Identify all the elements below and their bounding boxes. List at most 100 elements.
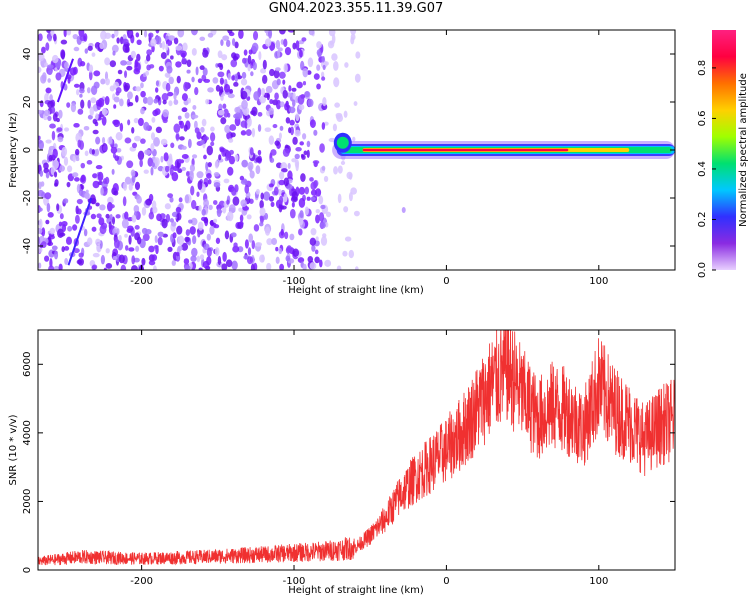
noise-point	[306, 149, 310, 158]
noise-point	[304, 206, 309, 216]
noise-point	[88, 64, 94, 73]
noise-point	[302, 133, 307, 140]
noise-point	[258, 51, 262, 61]
noise-point	[287, 162, 291, 170]
noise-point	[241, 71, 247, 79]
noise-point	[344, 62, 349, 68]
noise-point	[124, 70, 128, 78]
noise-point	[186, 59, 192, 68]
noise-point	[324, 222, 329, 228]
noise-point	[213, 224, 220, 229]
x-tick-label: 0	[443, 276, 449, 287]
noise-point	[231, 75, 236, 81]
noise-point	[283, 193, 288, 203]
noise-point	[47, 36, 52, 42]
noise-point	[297, 94, 305, 105]
noise-point	[173, 37, 179, 45]
noise-point	[292, 248, 300, 257]
x-tick-label: -200	[130, 576, 153, 587]
noise-point	[220, 39, 224, 46]
noise-point	[259, 214, 264, 224]
noise-point	[151, 117, 156, 123]
noise-point	[274, 92, 279, 100]
noise-point	[316, 64, 321, 71]
noise-point	[189, 226, 196, 235]
noise-point	[355, 51, 361, 59]
noise-point	[46, 30, 52, 34]
noise-point	[197, 78, 203, 84]
noise-point	[255, 157, 262, 163]
noise-point	[100, 78, 106, 85]
noise-point	[116, 37, 120, 44]
noise-point	[219, 64, 224, 71]
noise-point	[77, 139, 82, 148]
noise-point	[101, 116, 107, 126]
noise-point	[170, 142, 175, 149]
noise-point	[249, 170, 255, 179]
noise-point	[251, 240, 256, 250]
noise-point	[172, 232, 177, 239]
noise-point	[304, 91, 310, 98]
noise-point	[72, 155, 76, 163]
noise-point	[289, 208, 296, 219]
noise-point	[134, 225, 140, 230]
noise-point	[278, 132, 282, 140]
noise-point	[101, 108, 109, 115]
noise-point	[206, 145, 214, 156]
noise-point	[122, 43, 130, 53]
noise-point	[218, 154, 222, 161]
noise-point	[176, 225, 183, 235]
noise-point	[227, 93, 235, 99]
spectrogram-signal-trace	[332, 132, 675, 213]
snr-x-axis-label: Height of straight line (km)	[288, 585, 424, 596]
noise-point	[190, 217, 198, 226]
noise-point	[115, 214, 121, 219]
noise-point	[301, 154, 306, 160]
noise-point	[199, 36, 206, 41]
noise-point	[92, 129, 99, 135]
noise-point	[246, 256, 254, 265]
noise-point	[62, 198, 69, 204]
noise-point	[315, 236, 319, 241]
noise-point	[144, 149, 152, 156]
noise-point	[252, 61, 257, 71]
noise-point	[59, 213, 64, 220]
noise-point	[202, 49, 209, 58]
noise-point	[248, 117, 252, 127]
noise-point	[44, 255, 50, 262]
snr-plot-area	[38, 330, 675, 570]
noise-point	[172, 165, 179, 172]
noise-point	[191, 114, 199, 119]
noise-point	[250, 71, 254, 77]
noise-point	[104, 96, 110, 106]
noise-point	[178, 158, 182, 164]
noise-point	[60, 50, 66, 60]
noise-point	[175, 133, 180, 140]
noise-point	[90, 213, 97, 220]
noise-point	[119, 98, 124, 107]
noise-point	[135, 94, 139, 103]
noise-point	[138, 117, 144, 127]
noise-point	[80, 99, 85, 109]
noise-point	[236, 106, 241, 114]
noise-point	[291, 201, 295, 208]
noise-point	[74, 177, 80, 182]
noise-point	[173, 99, 179, 105]
noise-point	[113, 96, 120, 103]
noise-point	[41, 227, 46, 237]
noise-point	[214, 160, 219, 169]
noise-point	[135, 32, 140, 38]
noise-point	[44, 109, 51, 117]
noise-point	[205, 98, 210, 105]
noise-point	[307, 256, 314, 263]
noise-point	[38, 66, 42, 74]
noise-point	[156, 213, 162, 222]
noise-point	[223, 83, 231, 93]
noise-point	[83, 126, 90, 131]
noise-point	[118, 234, 122, 242]
noise-point	[130, 169, 136, 177]
noise-point	[336, 265, 342, 270]
signal-trace-band	[362, 148, 569, 152]
noise-point	[302, 67, 309, 78]
